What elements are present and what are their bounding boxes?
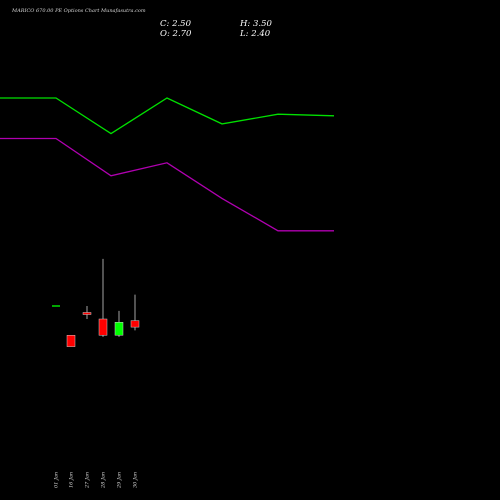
indicator-line-2 [0, 137, 334, 232]
candle-3 [98, 258, 108, 337]
low-value: L: 2.40 [240, 29, 271, 39]
candle-2 [82, 306, 92, 319]
candle-5 [130, 294, 140, 331]
candle-body [82, 312, 92, 315]
candle-body [98, 318, 108, 336]
candle-body [130, 320, 140, 328]
chart-title: MARICO 670.00 PE Options Chart Munafasut… [12, 8, 146, 14]
indicator-line-1 [0, 97, 335, 135]
x-tick-label: 29 Jan [117, 472, 123, 489]
high-value: H: 3.50 [240, 19, 272, 29]
moving-average-lines [0, 97, 335, 232]
open-value: O: 2.70 [160, 29, 192, 39]
x-tick-label: 01 Jan [54, 472, 60, 488]
close-value: C: 2.50 [160, 19, 191, 29]
x-axis-labels: 01 Jan 16 Jan 27 Jan 28 Jan 29 Jan 30 Jan [54, 472, 139, 489]
x-tick-label: 27 Jan [85, 472, 91, 489]
x-tick-label: 30 Jan [133, 472, 139, 488]
candle-4 [114, 310, 124, 337]
x-tick-label: 28 Jan [101, 472, 107, 489]
x-tick-label: 16 Jan [69, 472, 75, 488]
candle-body [114, 322, 124, 336]
candlesticks [52, 258, 140, 347]
candle-body [66, 335, 76, 347]
candle-1 [66, 335, 76, 347]
